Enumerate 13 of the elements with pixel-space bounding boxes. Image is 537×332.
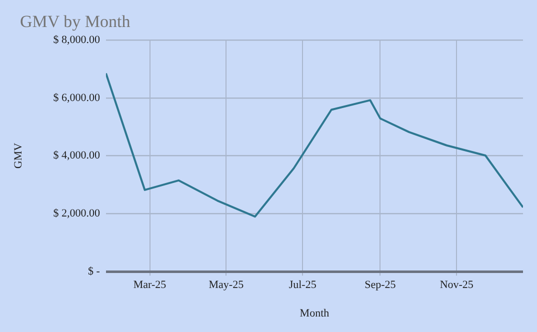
x-tick-label: Sep-25 [364,279,396,292]
x-tick-label: Nov-25 [440,279,474,292]
chart-title: GMV by Month [20,12,130,32]
y-tick-label: $ 6,000.00 [53,92,100,104]
x-tick-label: May-25 [208,279,244,292]
y-tick-label: $ 2,000.00 [53,208,100,220]
y-tick-label: $ 8,000.00 [53,34,100,46]
y-tick-label: $ 4,000.00 [53,150,100,162]
y-axis-title: GMV [12,142,24,169]
x-tick-label: Jul-25 [288,279,317,292]
x-tick-label: Mar-25 [133,279,167,292]
y-tick-label: $ - [88,265,100,278]
x-axis-title: Month [300,307,330,320]
